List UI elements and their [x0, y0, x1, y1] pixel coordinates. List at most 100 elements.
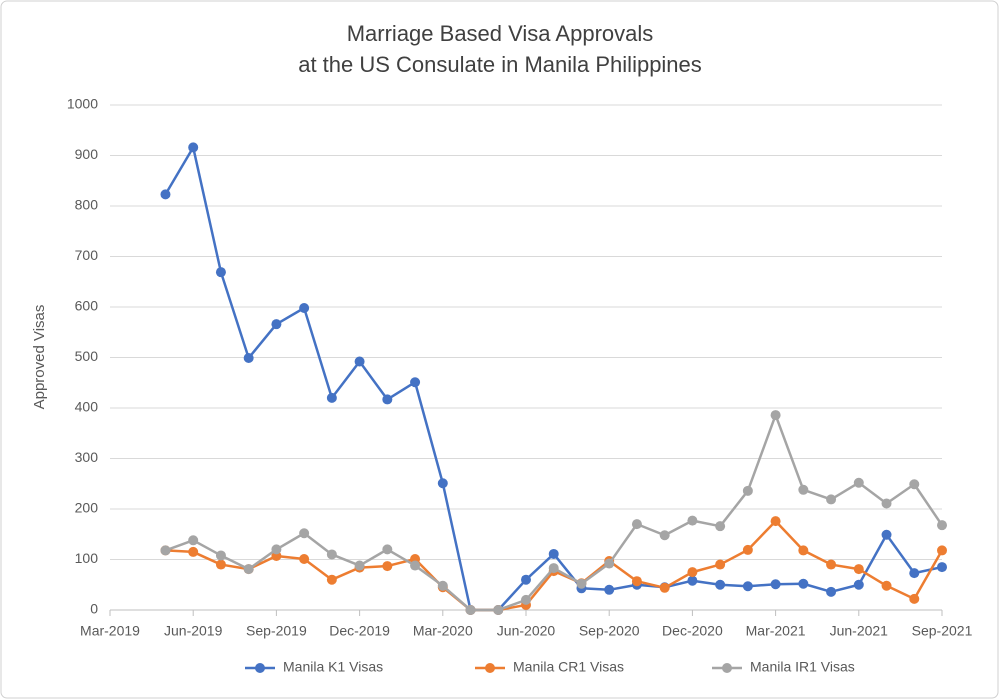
data-point	[853, 477, 864, 488]
data-point	[215, 559, 226, 570]
data-point	[909, 593, 920, 604]
x-tick-label: Dec-2019	[329, 623, 390, 639]
data-point	[160, 545, 171, 556]
legend-swatch	[255, 663, 265, 673]
data-point	[437, 478, 448, 489]
data-point	[881, 580, 892, 591]
data-point	[271, 544, 282, 555]
data-point	[243, 564, 254, 575]
x-tick-label: Sep-2021	[912, 623, 973, 639]
data-point	[382, 561, 393, 572]
data-point	[881, 498, 892, 509]
legend-label: Manila IR1 Visas	[750, 659, 855, 675]
data-point	[465, 605, 476, 615]
data-point	[798, 578, 809, 589]
data-point	[631, 519, 642, 530]
data-point	[410, 377, 421, 388]
y-tick-label: 100	[75, 550, 99, 566]
data-point	[826, 494, 837, 505]
data-point	[798, 545, 809, 556]
data-point	[604, 584, 615, 595]
x-tick-label: Sep-2019	[246, 623, 307, 639]
data-point	[576, 578, 587, 589]
data-point	[742, 581, 753, 592]
data-point	[354, 560, 365, 571]
data-point	[326, 574, 337, 585]
data-point	[826, 586, 837, 597]
legend-swatch	[722, 663, 732, 673]
chart-title: at the US Consulate in Manila Philippine…	[298, 52, 702, 77]
data-point	[937, 520, 947, 531]
data-point	[493, 605, 504, 615]
data-point	[188, 142, 199, 153]
data-point	[742, 544, 753, 555]
y-tick-label: 700	[75, 247, 99, 263]
data-point	[742, 485, 753, 496]
data-point	[299, 528, 310, 539]
y-axis-label: Approved Visas	[31, 305, 48, 410]
data-point	[188, 535, 199, 546]
y-tick-label: 400	[75, 399, 99, 415]
data-point	[548, 548, 559, 559]
chart-title: Marriage Based Visa Approvals	[347, 21, 654, 46]
data-point	[909, 479, 920, 490]
data-point	[631, 576, 642, 587]
data-point	[382, 544, 393, 555]
data-point	[715, 559, 726, 570]
y-tick-label: 900	[75, 146, 99, 162]
data-point	[798, 484, 809, 495]
y-tick-label: 800	[75, 197, 99, 213]
x-tick-label: Mar-2021	[746, 623, 806, 639]
y-tick-label: 300	[75, 449, 99, 465]
data-point	[160, 189, 171, 200]
data-point	[937, 562, 947, 573]
data-point	[826, 559, 837, 570]
data-point	[299, 303, 310, 314]
data-point	[937, 545, 947, 556]
data-point	[299, 553, 310, 564]
y-tick-label: 500	[75, 348, 99, 364]
data-point	[243, 353, 254, 364]
data-point	[271, 319, 282, 330]
data-point	[853, 579, 864, 590]
data-point	[382, 394, 393, 405]
data-point	[326, 392, 337, 403]
data-point	[410, 560, 421, 571]
x-tick-label: Jun-2021	[830, 623, 889, 639]
data-point	[770, 516, 781, 527]
legend-label: Manila CR1 Visas	[513, 659, 624, 675]
x-tick-label: Sep-2020	[579, 623, 640, 639]
data-point	[853, 564, 864, 575]
x-tick-label: Dec-2020	[662, 623, 723, 639]
x-tick-label: Jun-2019	[164, 623, 223, 639]
data-point	[659, 530, 670, 541]
data-point	[354, 356, 365, 367]
data-point	[715, 521, 726, 532]
legend-swatch	[485, 663, 495, 673]
x-tick-label: Mar-2019	[80, 623, 140, 639]
y-tick-label: 600	[75, 298, 99, 314]
data-point	[687, 575, 698, 586]
data-point	[909, 568, 920, 579]
x-tick-label: Jun-2020	[497, 623, 556, 639]
data-point	[770, 410, 781, 421]
y-tick-label: 200	[75, 500, 99, 516]
data-point	[188, 546, 199, 557]
data-point	[215, 550, 226, 561]
data-point	[715, 579, 726, 590]
data-point	[687, 567, 698, 578]
data-point	[604, 558, 615, 569]
data-point	[215, 267, 226, 278]
data-point	[437, 580, 448, 591]
data-point	[521, 574, 531, 585]
data-point	[687, 515, 698, 526]
x-tick-label: Mar-2020	[413, 623, 473, 639]
data-point	[548, 563, 559, 574]
data-point	[770, 579, 781, 590]
y-tick-label: 1000	[67, 96, 98, 112]
legend-label: Manila K1 Visas	[283, 659, 383, 675]
data-point	[326, 549, 337, 560]
data-point	[659, 582, 670, 593]
